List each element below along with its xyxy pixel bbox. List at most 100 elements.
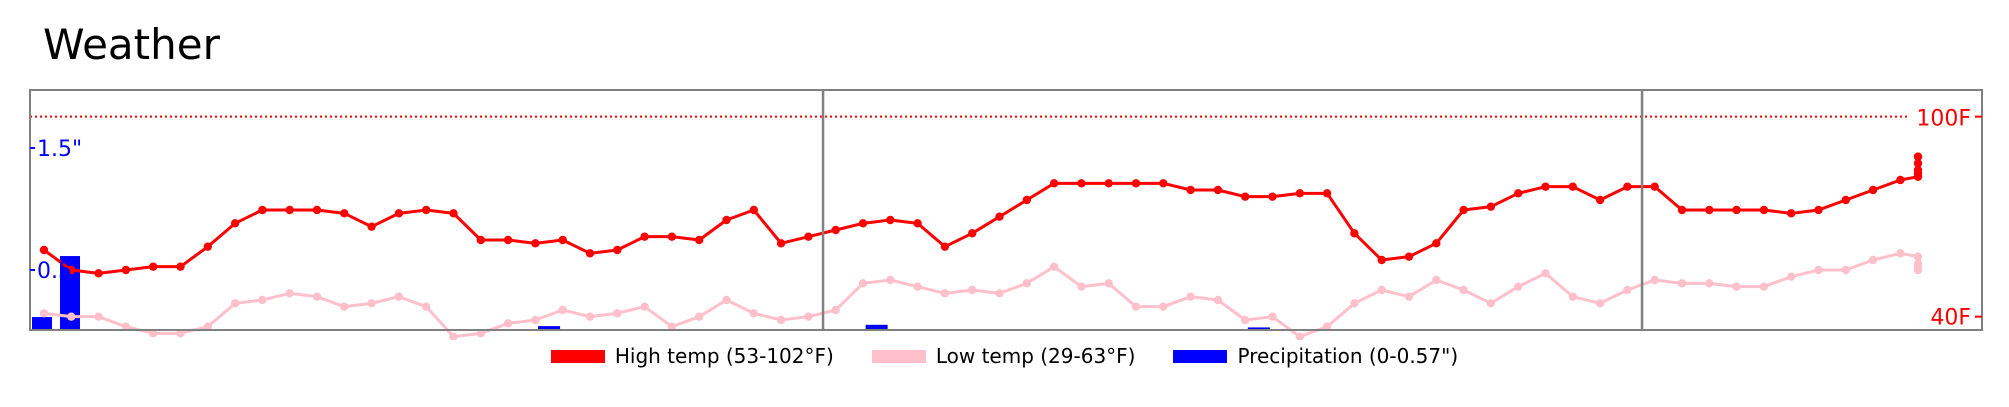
low-temp-point [1377,285,1386,295]
low-temp-point [94,312,103,321]
low-temp-point [1486,299,1496,308]
low-temp-point [1350,299,1359,308]
high-temp-series [39,152,1923,278]
left-axis-label-0-5in: 0.5" [37,259,82,284]
low-temp-point [940,289,950,298]
precip-bar [1247,327,1270,330]
high-temp-point [121,265,131,275]
high-temp-point [149,262,158,271]
low-temp-point [1677,279,1687,288]
low-temp-point [1759,282,1769,291]
high-temp-point [230,219,240,228]
low-temp-point [1213,295,1223,305]
low-temp-point [1049,262,1059,271]
high-temp-point [968,229,977,238]
high-temp-point [858,219,868,228]
high-temp-point [1077,179,1086,188]
high-temp-point [1787,209,1796,218]
low-temp-point [1787,272,1796,281]
high-temp-point [258,205,267,215]
low-temp-point [1868,255,1878,265]
low-temp-point [831,305,840,315]
legend-item-high: High temp (53-102°F) [550,344,834,368]
low-temp-point [1732,282,1741,291]
low-temp-point [230,299,240,308]
axis-ticks [30,115,1982,318]
low-temp-point [394,292,404,301]
low-temp-point [1131,302,1141,311]
high-temp-point [1896,175,1905,185]
left-axis-label-1-5in: 1.5" [37,137,82,162]
high-temp-point [1404,252,1414,261]
high-temp-point [476,235,485,245]
high-temp-point [340,209,349,218]
high-temp-point [312,205,322,215]
low-temp-point [1159,302,1168,311]
high-temp-point [176,262,185,271]
right-axis-label-100f: 100F [1916,107,1971,132]
high-temp-point [940,242,950,251]
low-temp-point [1104,279,1113,288]
legend: High temp (53-102°F) Low temp (29-63°F) … [0,344,2009,368]
low-temp-point [1432,275,1441,285]
low-temp-point [449,332,458,340]
high-temp-point [640,232,649,241]
high-temp-point [1650,182,1659,191]
high-temp-point [1759,205,1769,215]
high-temp-point [449,209,458,218]
high-temp-point [1213,185,1223,195]
high-temp-point [776,239,786,248]
low-temp-point [503,319,513,328]
high-temp-point [1541,182,1550,191]
high-temp-point [1377,255,1386,265]
high-temp-point [1104,179,1113,188]
low-temp-point [776,315,786,325]
low-temp-point [968,285,977,295]
low-temp-point [312,292,322,301]
precip-bar [60,256,80,330]
high-temp-point [94,269,103,278]
low-temp-point [1077,282,1086,291]
low-temp-point [1623,285,1632,295]
low-temp-point [340,302,349,311]
low-temp-point [1404,292,1414,301]
high-temp-point [558,235,567,245]
precip-bars [32,256,1270,330]
high-temp-line [43,155,1920,275]
low-temp-point [367,299,376,308]
high-temp-point [1814,205,1823,215]
high-temp-point [1595,195,1605,205]
low-temp-point [149,329,158,338]
legend-item-precip: Precipitation (0-0.57") [1173,344,1458,368]
high-temp-point [1131,179,1141,188]
low-temp-series [39,249,1923,340]
low-temp-point [858,279,868,288]
high-temp-point [1350,229,1359,238]
low-temp-point [203,322,212,331]
high-temp-point [203,242,212,251]
low-temp-point [176,329,185,338]
low-temp-point [695,312,704,321]
low-temp-point [1913,259,1923,268]
high-temp-point [1868,185,1878,195]
high-temp-point [1732,205,1741,215]
low-temp-point [1541,269,1550,278]
low-temp-point [531,315,540,325]
low-temp-point [1268,312,1277,321]
high-temp-point [1514,189,1523,198]
low-temp-point [121,322,131,331]
high-temp-point [585,249,595,258]
low-temp-point [1896,249,1905,258]
legend-item-low: Low temp (29-63°F) [871,344,1135,368]
high-temp-point [1322,189,1332,198]
high-temp-point [613,245,622,255]
high-temp-point [1486,202,1496,211]
precip-bar [32,317,52,330]
high-temp-point [1568,182,1578,191]
high-temp-point [1677,205,1687,215]
high-temp-point [39,245,49,255]
low-temp-line [43,251,1920,339]
high-temp-point [285,205,294,215]
high-temp-point [1841,195,1851,205]
low-temp-point [913,282,922,291]
